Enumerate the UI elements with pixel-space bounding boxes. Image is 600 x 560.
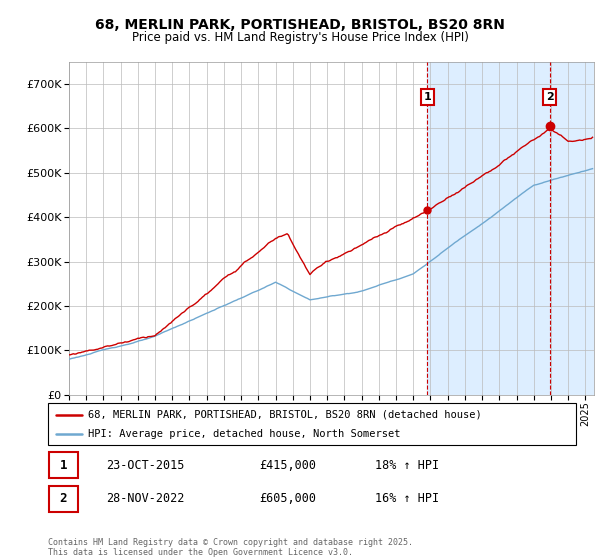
Text: £415,000: £415,000 (259, 459, 316, 472)
Text: 18% ↑ HPI: 18% ↑ HPI (376, 459, 439, 472)
Text: 1: 1 (59, 459, 67, 472)
FancyBboxPatch shape (49, 452, 78, 478)
Text: 23-OCT-2015: 23-OCT-2015 (106, 459, 184, 472)
FancyBboxPatch shape (49, 486, 78, 512)
Bar (427, 62, 600, 395)
Text: 2: 2 (546, 92, 553, 102)
Text: Price paid vs. HM Land Registry's House Price Index (HPI): Price paid vs. HM Land Registry's House … (131, 31, 469, 44)
Text: 2: 2 (59, 492, 67, 506)
Text: 16% ↑ HPI: 16% ↑ HPI (376, 492, 439, 506)
Text: £605,000: £605,000 (259, 492, 316, 506)
Text: Contains HM Land Registry data © Crown copyright and database right 2025.
This d: Contains HM Land Registry data © Crown c… (48, 538, 413, 557)
FancyBboxPatch shape (48, 403, 576, 445)
Text: 68, MERLIN PARK, PORTISHEAD, BRISTOL, BS20 8RN (detached house): 68, MERLIN PARK, PORTISHEAD, BRISTOL, BS… (88, 409, 481, 419)
Text: 68, MERLIN PARK, PORTISHEAD, BRISTOL, BS20 8RN: 68, MERLIN PARK, PORTISHEAD, BRISTOL, BS… (95, 18, 505, 32)
Text: HPI: Average price, detached house, North Somerset: HPI: Average price, detached house, Nort… (88, 429, 400, 439)
Text: 1: 1 (424, 92, 431, 102)
Text: 28-NOV-2022: 28-NOV-2022 (106, 492, 184, 506)
